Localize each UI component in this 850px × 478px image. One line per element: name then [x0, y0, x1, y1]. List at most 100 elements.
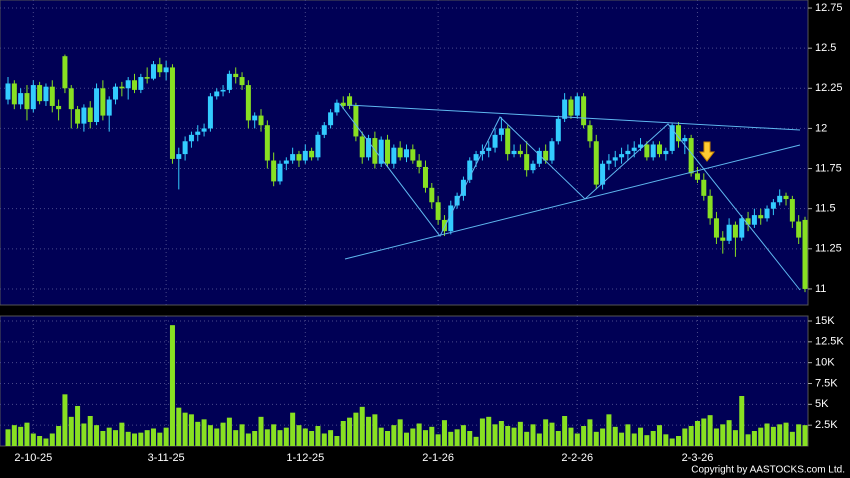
- x-tick-label: 3-11-25: [148, 452, 185, 464]
- candle-body: [176, 154, 182, 159]
- candle-body: [612, 157, 618, 161]
- candle-body: [302, 150, 308, 161]
- candle-body: [94, 88, 100, 122]
- volume-bar: [182, 412, 188, 446]
- y-tick-label: 12.75: [815, 2, 843, 14]
- candle-body: [18, 93, 24, 105]
- candle-body: [486, 147, 492, 151]
- volume-bar: [479, 418, 485, 446]
- candle-body: [777, 195, 783, 203]
- candle-body: [385, 139, 391, 164]
- volume-bar: [283, 427, 289, 446]
- candle-body: [207, 96, 213, 129]
- candle-body: [593, 141, 599, 185]
- volume-tick-label: 10K: [815, 357, 835, 369]
- candle-body: [745, 218, 751, 225]
- volume-bar: [492, 424, 498, 446]
- volume-bar: [214, 428, 220, 446]
- volume-bar: [555, 431, 561, 446]
- volume-bar: [770, 426, 776, 446]
- candle-body: [138, 77, 144, 90]
- volume-bar: [429, 426, 435, 446]
- candle-body: [726, 224, 732, 241]
- volume-bar: [385, 431, 391, 446]
- volume-bar: [43, 438, 49, 446]
- volume-bar: [150, 428, 156, 446]
- candle-body: [150, 64, 156, 79]
- candle-body: [359, 136, 365, 158]
- volume-bar: [739, 396, 745, 446]
- volume-bar: [125, 431, 131, 446]
- volume-bar: [694, 421, 700, 446]
- candle-body: [555, 118, 561, 142]
- volume-bar: [391, 425, 397, 446]
- candle-body: [125, 80, 131, 89]
- volume-bar: [169, 325, 175, 446]
- candle-body: [669, 125, 675, 151]
- volume-bar: [631, 433, 637, 446]
- volume-bar: [675, 436, 681, 446]
- candle-body: [233, 73, 239, 78]
- candle-body: [372, 138, 378, 164]
- copyright: Copyright by AASTOCKS.com Ltd.: [691, 465, 845, 476]
- zigzag-line: [339, 103, 801, 291]
- volume-bar: [669, 438, 675, 446]
- volume-bar: [366, 416, 372, 446]
- candle-body: [37, 85, 43, 102]
- candle-body: [694, 173, 700, 180]
- candle-body: [524, 154, 530, 171]
- y-tick-label: 11.75: [815, 162, 842, 174]
- candle-body: [296, 154, 302, 161]
- y-tick-label: 12.25: [815, 82, 843, 94]
- candle-body: [378, 139, 384, 164]
- candle-body: [366, 138, 372, 158]
- y-tick-label: 12: [815, 122, 827, 134]
- volume-bar: [37, 436, 43, 446]
- candle-body: [568, 99, 574, 116]
- volume-bar: [94, 425, 100, 446]
- volume-bar: [372, 414, 378, 446]
- candle-body: [492, 134, 498, 148]
- volume-bar: [119, 422, 125, 446]
- candle-body: [498, 128, 504, 135]
- volume-bar: [176, 407, 182, 446]
- volume-tick-label: 5K: [815, 398, 829, 410]
- volume-bar: [347, 417, 353, 446]
- volume-bar: [600, 428, 606, 446]
- volume-bar: [62, 394, 68, 446]
- candle-body: [277, 163, 283, 182]
- candle-body: [467, 160, 473, 180]
- volume-bar: [233, 430, 239, 446]
- volume-bar: [359, 406, 365, 446]
- candle-body: [214, 91, 220, 97]
- candle-body: [631, 147, 637, 151]
- candle-body: [675, 125, 681, 142]
- volume-bar: [720, 424, 726, 446]
- volume-bar: [226, 417, 232, 446]
- candle-body: [587, 125, 593, 142]
- candle-body: [650, 144, 656, 158]
- volume-bar: [207, 425, 213, 446]
- candle-body: [429, 187, 435, 203]
- support-line: [344, 144, 801, 260]
- candle-body: [132, 80, 138, 90]
- candle-body: [682, 138, 688, 142]
- candle-body: [536, 150, 542, 164]
- x-tick-label: 2-2-26: [561, 452, 593, 464]
- candle-body: [163, 67, 169, 73]
- candle-body: [625, 150, 631, 155]
- volume-bar: [650, 431, 656, 446]
- volume-bar: [682, 428, 688, 446]
- volume-bar: [87, 416, 93, 446]
- candle-body: [188, 134, 194, 142]
- candle-body: [448, 205, 454, 232]
- volume-bar: [435, 434, 441, 446]
- volume-bar: [144, 430, 150, 446]
- x-tick-label: 2-1-26: [422, 452, 454, 464]
- volume-bar: [593, 431, 599, 446]
- volume-bar: [644, 435, 650, 446]
- candle-body: [68, 88, 74, 110]
- volume-bar: [315, 426, 321, 446]
- volume-bar: [100, 431, 106, 446]
